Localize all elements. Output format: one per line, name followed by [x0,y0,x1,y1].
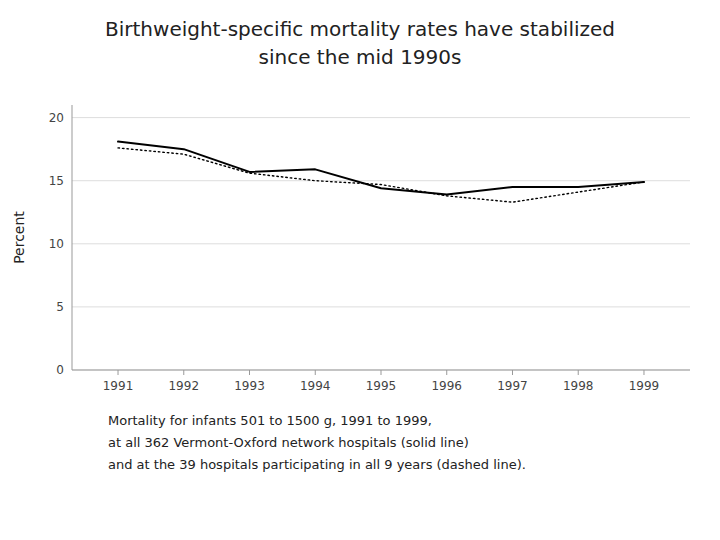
x-tick-label: 1995 [366,379,397,393]
y-tick-label: 5 [56,300,64,314]
x-tick [183,370,184,375]
y-axis-label: Percent [11,211,27,264]
caption: Mortality for infants 501 to 1500 g, 199… [108,413,432,428]
x-tick [643,370,644,375]
grid-line [72,243,690,244]
series-line [118,148,644,202]
x-tick-label: 1999 [629,379,660,393]
chart-container: Birthweight-specific mortality rates hav… [0,0,720,540]
x-tick-label: 1993 [234,379,265,393]
x-tick [446,370,447,375]
x-tick [512,370,513,375]
y-tick-label: 0 [56,363,64,377]
grid-line [72,306,690,307]
x-tick-label: 1998 [563,379,594,393]
x-tick [315,370,316,375]
caption: at all 362 Vermont-Oxford network hospit… [108,435,469,450]
x-tick [381,370,382,375]
x-tick [118,370,119,375]
title: since the mid 1990s [259,45,462,69]
y-axis-line [72,105,73,370]
x-tick-label: 1994 [300,379,331,393]
y-tick-label: 15 [49,174,64,188]
x-tick-label: 1997 [497,379,528,393]
x-tick [578,370,579,375]
chart: Birthweight-specific mortality rates hav… [0,0,720,540]
grid [72,118,690,370]
x-tick-label: 1996 [431,379,462,393]
x-tick-label: 1992 [168,379,199,393]
series-line [118,142,644,195]
x-tick-label: 1991 [103,379,134,393]
lines [118,142,644,203]
y-tick-label: 10 [49,237,64,251]
y-tick-label: 20 [49,111,64,125]
x-tick [249,370,250,375]
grid-line [72,117,690,118]
grid-line [72,180,690,181]
title: Birthweight-specific mortality rates hav… [105,17,615,41]
caption: and at the 39 hospitals participating in… [108,457,526,472]
